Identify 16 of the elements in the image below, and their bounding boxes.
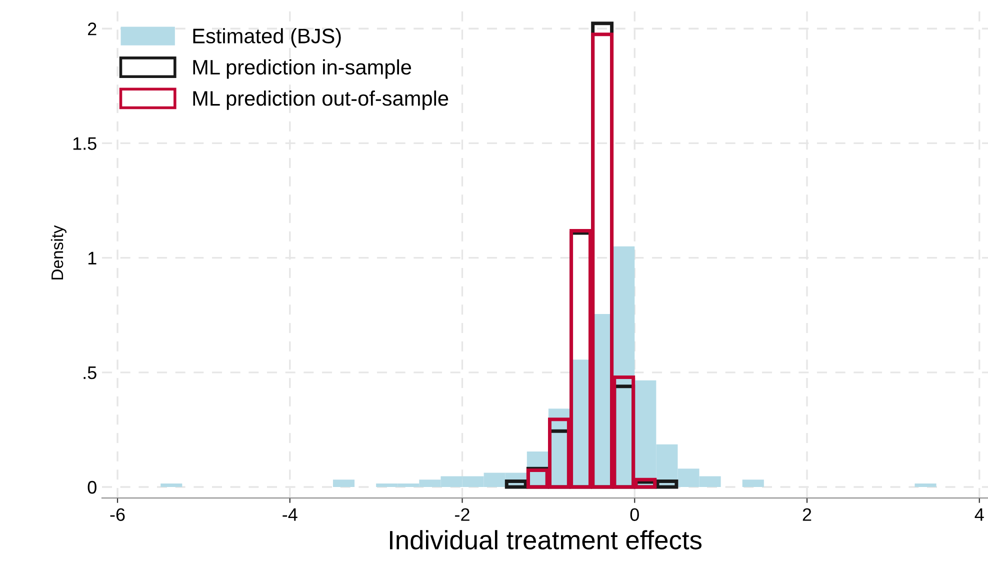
y-tick-label: 0 (88, 480, 96, 494)
y-tick-label: 1 (88, 252, 96, 264)
x-tick-label: -6 (110, 508, 125, 521)
legend-label: Estimated (BJS) (193, 28, 341, 48)
y-tick-label: 2 (88, 22, 96, 36)
x-tick-label: 2 (802, 508, 812, 521)
y-axis-title: Density (50, 225, 66, 280)
x-axis-title: Individual treatment effects (390, 530, 702, 550)
x-tick-label: -2 (455, 508, 470, 521)
x-tick-label: 4 (974, 508, 984, 521)
x-tick-label: -4 (282, 508, 298, 521)
y-tick-label: 1.5 (73, 137, 96, 150)
x-tick-label: 0 (630, 508, 639, 521)
legend-label: ML prediction in-sample (193, 59, 412, 79)
y-tick-label: .5 (84, 366, 96, 380)
legend-label: ML prediction out-of-sample (193, 90, 448, 110)
